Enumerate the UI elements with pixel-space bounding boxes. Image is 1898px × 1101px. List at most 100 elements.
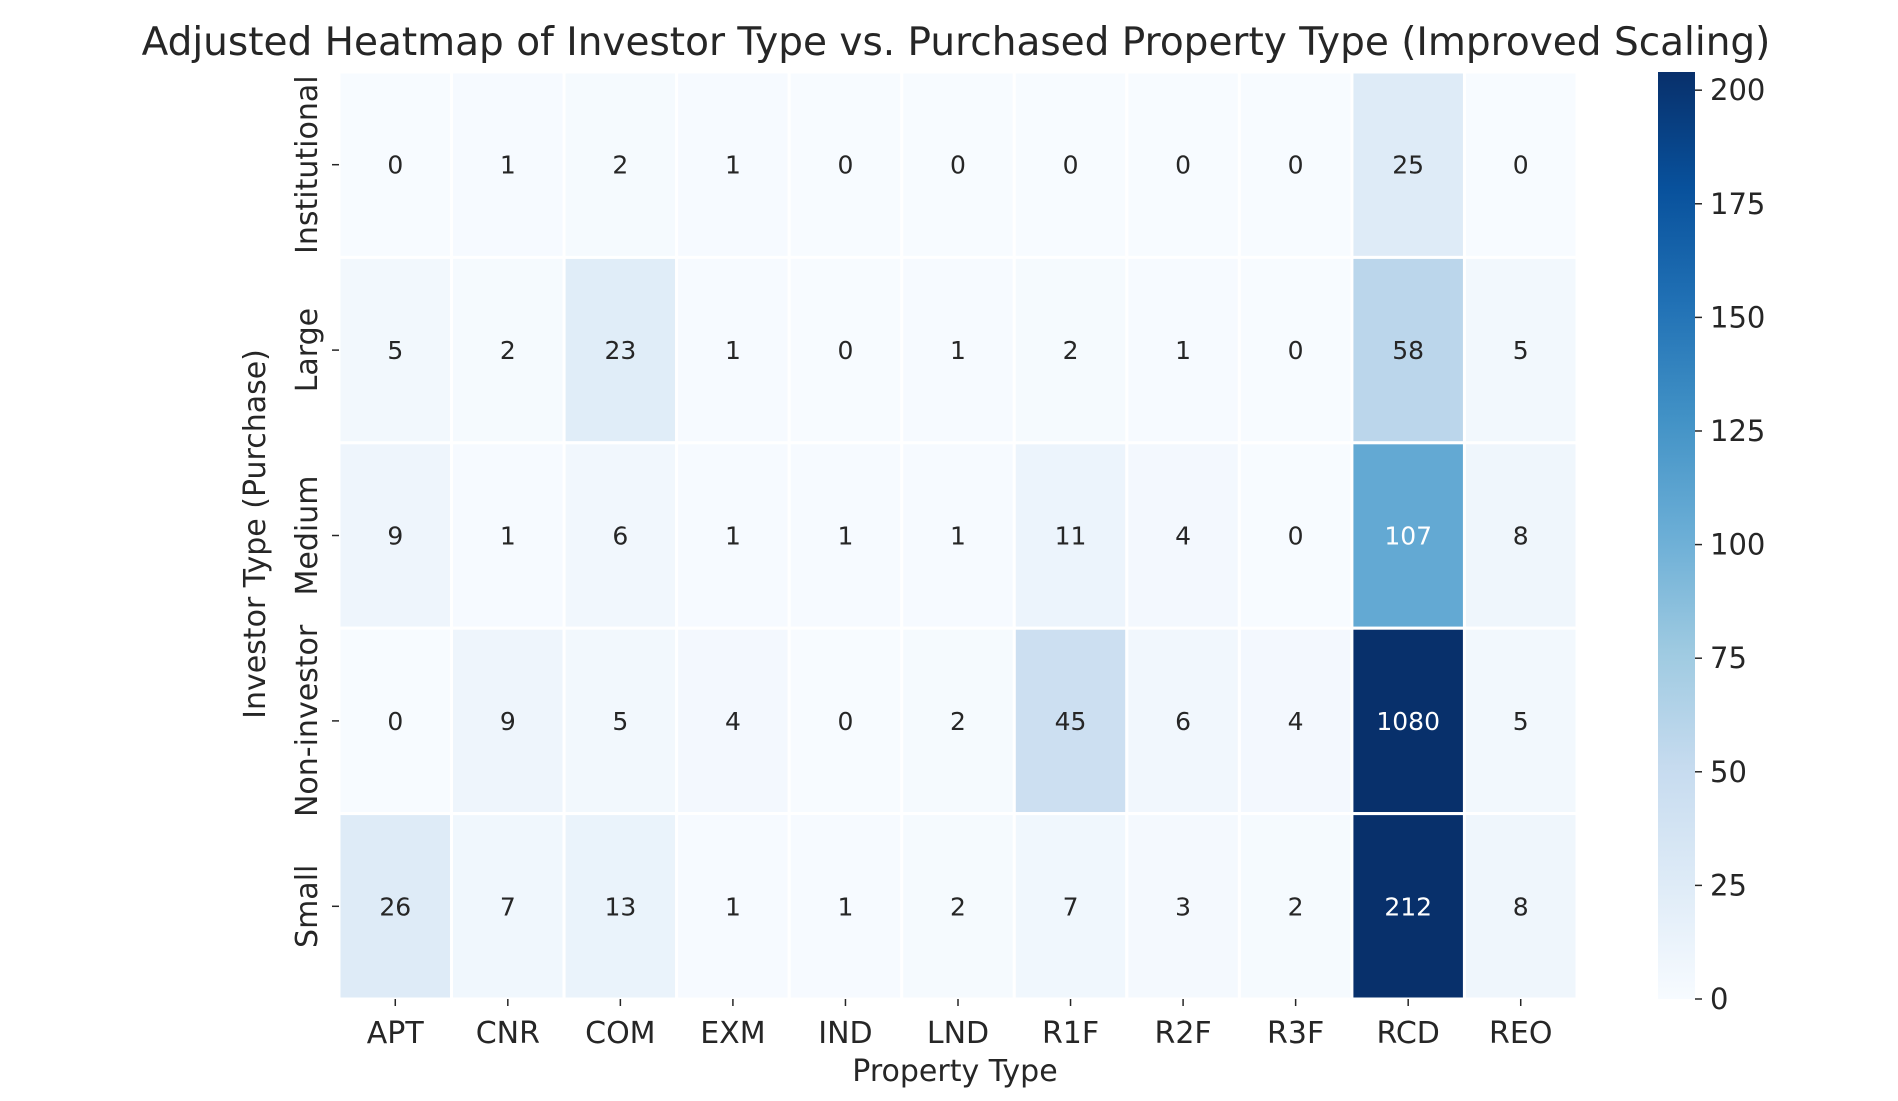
- chart-title: Adjusted Heatmap of Investor Type vs. Pu…: [142, 20, 1771, 65]
- x-tick-label: IND: [818, 1016, 872, 1051]
- x-tick-label: COM: [585, 1016, 655, 1051]
- cell-value-label: 7: [500, 892, 516, 921]
- colorbar-ticks: 0 25 50 75 100 125 150 175 200: [1695, 73, 1765, 1016]
- cell-value-label: 8: [1513, 522, 1529, 551]
- cell-value-label: 0: [838, 336, 854, 365]
- heatmap-cell: [675, 626, 791, 816]
- heatmap-cell: [337, 812, 454, 1001]
- cell-value-label: 212: [1384, 892, 1432, 921]
- x-tick-label: EXM: [700, 1016, 765, 1051]
- heatmap-cell: [1350, 812, 1466, 1001]
- colorbar-tick-label: 175: [1710, 187, 1765, 221]
- heatmap-cell: [562, 70, 679, 259]
- heatmap-cell: [1350, 255, 1466, 445]
- heatmap-cell: [1462, 626, 1579, 816]
- cell-value-label: 2: [950, 707, 966, 736]
- heatmap-cell: [1237, 255, 1354, 445]
- y-axis-ticks: Institutional Large Medium Non-investor Smal…: [290, 75, 339, 948]
- y-tick-label: Institutional: [290, 75, 325, 254]
- x-tick-label: APT: [367, 1016, 425, 1051]
- cell-value-label: 1080: [1376, 707, 1440, 736]
- colorbar-tick-label: 100: [1710, 528, 1765, 562]
- cell-value-label: 1: [725, 151, 741, 180]
- heatmap-cell: [900, 626, 1016, 816]
- heatmap-cell: [1125, 70, 1241, 259]
- colorbar-tick-label: 150: [1710, 300, 1765, 334]
- heatmap-cell: [1462, 812, 1579, 1001]
- heatmap-cell: [1462, 441, 1579, 630]
- cell-value-label: 1: [725, 522, 741, 551]
- colorbar-tick-label: 200: [1710, 73, 1765, 107]
- heatmap-cell: [1350, 70, 1466, 259]
- heatmap-cell: [1012, 626, 1129, 816]
- colorbar-tick-label: 75: [1710, 641, 1747, 675]
- cell-value-label: 9: [387, 522, 403, 551]
- cell-value-label: 1: [500, 522, 516, 551]
- x-tick-label: REO: [1489, 1016, 1552, 1051]
- heatmap-cell: [1012, 255, 1129, 445]
- heatmap-cell: [337, 255, 454, 445]
- cell-value-label: 3: [1175, 892, 1191, 921]
- x-tick-label: RCD: [1376, 1016, 1439, 1051]
- cell-value-label: 0: [387, 151, 403, 180]
- cell-value-label: 1: [838, 522, 854, 551]
- cell-value-label: 11: [1055, 522, 1087, 551]
- cell-value-label: 25: [1392, 151, 1424, 180]
- heatmap-cell: [1237, 812, 1354, 1001]
- cell-value-label: 0: [1288, 522, 1304, 551]
- y-tick-label: Small: [290, 865, 325, 948]
- cell-value-label: 5: [387, 336, 403, 365]
- y-tick-label: Non-investor: [290, 624, 325, 817]
- colorbar: [1658, 72, 1695, 999]
- cell-value-label: 1: [950, 336, 966, 365]
- heatmap-cell: [900, 812, 1016, 1001]
- cell-value-label: 0: [1063, 151, 1079, 180]
- cell-value-label: 4: [1175, 522, 1191, 551]
- colorbar-tick-label: 50: [1710, 755, 1747, 789]
- cell-value-label: 26: [379, 892, 411, 921]
- heatmap-cell: [787, 812, 904, 1001]
- x-tick-label: LND: [927, 1016, 989, 1051]
- cell-value-label: 1: [950, 522, 966, 551]
- colorbar-tick-label: 125: [1710, 414, 1765, 448]
- cell-value-label: 0: [950, 151, 966, 180]
- cell-value-label: 13: [604, 892, 636, 921]
- heatmap-cell: [1012, 812, 1129, 1001]
- heatmap-cell: [562, 812, 679, 1001]
- heatmap-cell: [900, 441, 1016, 630]
- heatmap-cell: [1012, 441, 1129, 630]
- cell-value-label: 2: [1288, 892, 1304, 921]
- cell-value-label: 7: [1063, 892, 1079, 921]
- heatmap-cell: [562, 255, 679, 445]
- cell-value-labels: 0 1 2 1 0 0 0 0 0 25 05 2 23 1 0 1 2 1 0 58 59 1 6 1 1 1 11 4 0 107 80…: [379, 151, 1528, 922]
- cell-value-label: 2: [1063, 336, 1079, 365]
- cell-value-label: 6: [1175, 707, 1191, 736]
- cell-value-label: 9: [500, 707, 516, 736]
- cell-value-label: 5: [1513, 336, 1529, 365]
- cell-value-label: 0: [1175, 151, 1191, 180]
- x-tick-label: R3F: [1267, 1016, 1324, 1051]
- cell-value-label: 0: [387, 707, 403, 736]
- heatmap-cell: [1237, 441, 1354, 630]
- heatmap-cell: [562, 626, 679, 816]
- heatmap-cell: [450, 70, 566, 259]
- cell-value-label: 0: [1288, 151, 1304, 180]
- heatmap-cell: [1462, 255, 1579, 445]
- colorbar-tick-label: 0: [1710, 982, 1728, 1016]
- cell-value-label: 1: [1175, 336, 1191, 365]
- x-axis-label: Property Type: [852, 1054, 1057, 1089]
- cell-value-label: 1: [838, 892, 854, 921]
- cell-value-label: 5: [1513, 707, 1529, 736]
- cell-value-label: 4: [725, 707, 741, 736]
- cell-value-label: 2: [500, 336, 516, 365]
- x-tick-label: R2F: [1154, 1016, 1211, 1051]
- cell-value-label: 107: [1384, 522, 1432, 551]
- cell-value-label: 1: [500, 151, 516, 180]
- heatmap-cells: [337, 70, 1579, 1001]
- cell-value-label: 1: [725, 336, 741, 365]
- y-tick-label: Large: [290, 308, 325, 392]
- cell-value-label: 0: [838, 151, 854, 180]
- y-axis-label: Investor Type (Purchase): [238, 349, 273, 719]
- cell-value-label: 2: [612, 151, 628, 180]
- heatmap-cell: [450, 812, 566, 1001]
